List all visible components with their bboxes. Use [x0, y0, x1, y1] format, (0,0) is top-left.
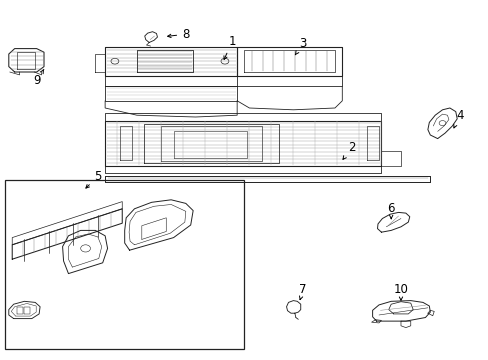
- Text: 5: 5: [86, 170, 102, 188]
- Text: 4: 4: [453, 109, 463, 128]
- Text: 8: 8: [167, 28, 189, 41]
- Text: 10: 10: [393, 283, 407, 300]
- Text: 9: 9: [33, 69, 44, 87]
- Text: 1: 1: [224, 35, 236, 59]
- Text: 2: 2: [342, 141, 355, 159]
- Text: 3: 3: [295, 37, 306, 55]
- Text: 6: 6: [386, 202, 394, 219]
- Bar: [5, 180, 244, 349]
- Text: 7: 7: [299, 283, 306, 300]
